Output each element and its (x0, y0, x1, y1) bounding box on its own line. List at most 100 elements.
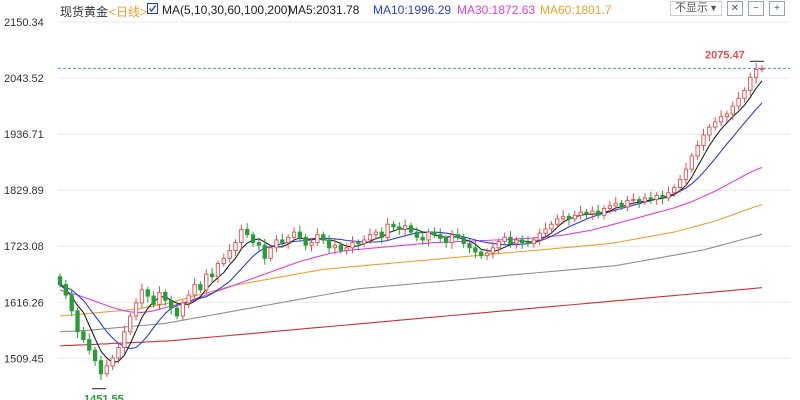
candle-body (514, 239, 519, 245)
candle-body (713, 121, 718, 128)
candle-body (566, 215, 572, 220)
ma-settings-label[interactable]: MA(5,10,30,60,100,200) (162, 3, 292, 17)
candle-body (508, 236, 513, 245)
candle-body (420, 236, 425, 241)
y-tick-label: 1616.26 (4, 297, 44, 309)
candle-body (555, 218, 560, 225)
candle-body (87, 339, 92, 351)
candle-body (736, 97, 741, 107)
candle-body (455, 234, 460, 238)
candle-body (572, 214, 577, 220)
candle-body (584, 211, 589, 215)
candle-body (613, 202, 618, 207)
candle-body (449, 234, 455, 244)
candle-body (525, 242, 531, 245)
candle-body (596, 210, 601, 216)
candle-body (590, 210, 595, 215)
zoom-out-icon[interactable]: − (748, 1, 764, 16)
candle-body (139, 289, 145, 304)
candle-body (473, 247, 478, 253)
candle-body (578, 211, 583, 216)
candle-body (81, 331, 86, 341)
candle-body (315, 234, 320, 244)
chart-toolbar: 现货黄金 <日线> MA(5,10,30,60,100,200) MA5:203… (0, 0, 800, 19)
candle-body (683, 168, 689, 181)
candle-body (198, 284, 203, 291)
candle-body (122, 331, 127, 348)
candle-body (677, 179, 683, 188)
candle-body (204, 273, 209, 291)
candle-body (274, 239, 279, 249)
y-tick-label: 1829.89 (4, 185, 44, 197)
candle-body (648, 197, 654, 200)
candle-body (426, 231, 431, 241)
close-icon[interactable]: ✕ (727, 1, 743, 16)
candle-body (619, 202, 624, 208)
candle-body (350, 242, 355, 249)
ma200-line (59, 287, 763, 347)
candle-body (163, 291, 168, 301)
candle-body (701, 134, 706, 146)
ma60-line (59, 204, 763, 317)
candle-body (338, 244, 343, 251)
candle-body (537, 232, 542, 241)
candle-body (221, 257, 226, 265)
check-icon (148, 5, 157, 13)
candle-body (730, 105, 735, 115)
candle-body (250, 234, 256, 244)
chevron-down-icon: ▼ (709, 3, 718, 13)
candle-body (718, 116, 724, 123)
candle-body (326, 239, 332, 249)
candle-body (186, 294, 191, 304)
candle-body (239, 229, 244, 244)
candle-body (601, 208, 607, 216)
candle-body (484, 252, 490, 257)
display-select[interactable]: 不显示 ▼ (670, 1, 722, 16)
candle-body (625, 200, 630, 208)
y-tick-label: 2150.34 (4, 17, 44, 29)
candle-body (362, 239, 367, 245)
candle-body (520, 239, 525, 244)
high-label: 2075.47 (705, 49, 745, 61)
y-tick-label: 1936.71 (4, 129, 44, 141)
candle-body (666, 192, 671, 199)
candle-body (759, 67, 765, 70)
candle-body (321, 234, 326, 241)
candle-body (116, 347, 121, 359)
candle-body (110, 357, 115, 367)
candle-body (104, 365, 109, 375)
candle-body (367, 234, 373, 241)
low-label: 1451.55 (84, 394, 124, 400)
candle-body (543, 228, 548, 234)
candle-body (63, 284, 69, 296)
candle-body (268, 247, 273, 259)
ma30-value: MA30:1872.63 (457, 3, 536, 17)
candle-body (69, 294, 74, 312)
candle-body (631, 199, 636, 202)
candle-body (479, 251, 484, 257)
symbol-title: 现货黄金 (60, 5, 109, 19)
candle-body (467, 243, 472, 249)
candle-body (98, 360, 104, 375)
ma100-line (59, 233, 763, 333)
candle-body (174, 307, 180, 317)
candle-body (92, 349, 98, 362)
candle-body (748, 76, 753, 91)
period-selector[interactable]: <日线> (109, 5, 148, 19)
ma5-line (59, 80, 763, 364)
zoom-in-icon[interactable]: + (769, 1, 785, 16)
candle-body (180, 302, 185, 317)
candle-body (408, 225, 414, 233)
candle-body (654, 194, 659, 200)
candle-body (490, 247, 496, 254)
candle-body (379, 231, 384, 238)
candle-body (245, 229, 250, 236)
ma-checkbox[interactable] (147, 3, 158, 14)
candle-body (309, 242, 314, 246)
candle-body (209, 273, 215, 278)
candle-body (531, 239, 537, 245)
candle-body (742, 89, 747, 99)
candle-body (344, 247, 349, 251)
candle-body (385, 223, 390, 238)
